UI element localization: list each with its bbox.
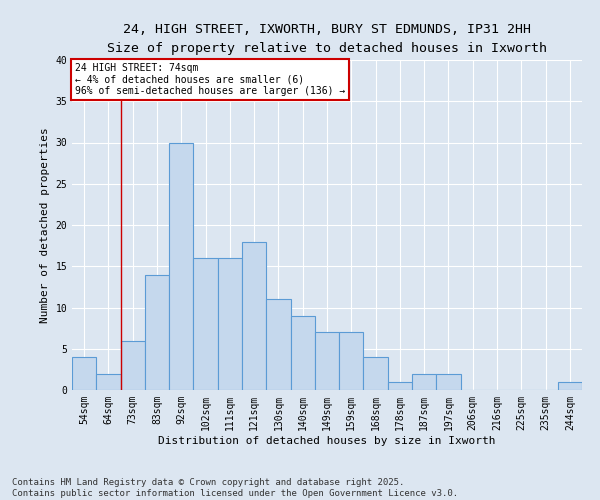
Bar [339,332,364,390]
Bar [436,374,461,390]
Bar [169,142,193,390]
Bar [193,258,218,390]
Text: 24 HIGH STREET: 74sqm
← 4% of detached houses are smaller (6)
96% of semi-detach: 24 HIGH STREET: 74sqm ← 4% of detached h… [74,64,345,96]
Bar [290,316,315,390]
Bar [72,357,96,390]
Y-axis label: Number of detached properties: Number of detached properties [40,127,50,323]
Bar [364,357,388,390]
Bar [145,274,169,390]
Bar [412,374,436,390]
X-axis label: Distribution of detached houses by size in Ixworth: Distribution of detached houses by size … [158,436,496,446]
Bar [242,242,266,390]
Bar [96,374,121,390]
Bar [315,332,339,390]
Title: 24, HIGH STREET, IXWORTH, BURY ST EDMUNDS, IP31 2HH
Size of property relative to: 24, HIGH STREET, IXWORTH, BURY ST EDMUND… [107,22,547,54]
Bar [558,382,582,390]
Bar [266,299,290,390]
Bar [218,258,242,390]
Text: Contains HM Land Registry data © Crown copyright and database right 2025.
Contai: Contains HM Land Registry data © Crown c… [12,478,458,498]
Bar [121,340,145,390]
Bar [388,382,412,390]
